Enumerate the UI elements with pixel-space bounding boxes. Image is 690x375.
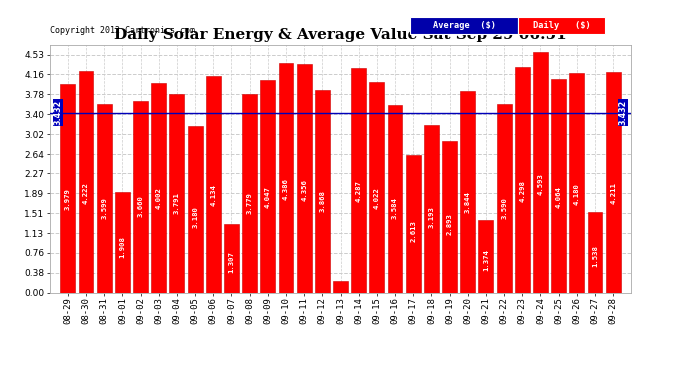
Text: 3.779: 3.779: [246, 192, 253, 214]
Bar: [588, 212, 602, 292]
Text: 1.908: 1.908: [119, 237, 126, 258]
Bar: [424, 125, 439, 292]
Text: Average  ($): Average ($): [433, 21, 496, 30]
Text: 4.287: 4.287: [355, 180, 362, 202]
Text: 4.064: 4.064: [555, 186, 562, 207]
Bar: [478, 220, 493, 292]
Bar: [406, 156, 421, 292]
Bar: [133, 100, 148, 292]
Text: 3.432: 3.432: [619, 100, 628, 125]
Bar: [151, 82, 166, 292]
Text: 3.584: 3.584: [392, 197, 398, 219]
Bar: [351, 68, 366, 292]
Text: 4.180: 4.180: [574, 183, 580, 205]
Bar: [61, 84, 75, 292]
Bar: [315, 90, 330, 292]
Text: 3.844: 3.844: [465, 191, 471, 213]
Bar: [97, 104, 112, 292]
Text: 3.791: 3.791: [174, 192, 180, 214]
Bar: [79, 71, 93, 292]
Bar: [170, 94, 184, 292]
Text: 3.660: 3.660: [137, 195, 144, 217]
Bar: [369, 82, 384, 292]
Bar: [242, 94, 257, 292]
Text: 3.868: 3.868: [319, 190, 326, 212]
Text: 4.593: 4.593: [538, 173, 544, 195]
Text: 4.022: 4.022: [374, 187, 380, 209]
Text: 4.298: 4.298: [520, 180, 525, 202]
Bar: [206, 76, 221, 292]
Bar: [497, 104, 511, 292]
Text: 3.180: 3.180: [192, 207, 198, 228]
Title: Daily Solar Energy & Average Value Sat Sep 29 06:51: Daily Solar Energy & Average Value Sat S…: [114, 28, 567, 42]
Bar: [515, 67, 530, 292]
Text: 4.002: 4.002: [156, 187, 161, 209]
Text: Daily   ($): Daily ($): [533, 21, 591, 30]
Bar: [442, 141, 457, 292]
Text: 3.590: 3.590: [501, 197, 507, 219]
Bar: [188, 126, 203, 292]
Text: 3.193: 3.193: [428, 206, 435, 228]
Bar: [606, 72, 620, 292]
Bar: [551, 80, 566, 292]
Text: 4.047: 4.047: [265, 186, 270, 208]
Text: 4.356: 4.356: [301, 179, 307, 201]
Bar: [260, 80, 275, 292]
Text: 2.893: 2.893: [446, 213, 453, 235]
Text: 1.374: 1.374: [483, 249, 489, 271]
Bar: [115, 192, 130, 292]
Text: 1.538: 1.538: [592, 245, 598, 267]
Bar: [533, 52, 548, 292]
Text: 1.307: 1.307: [228, 251, 235, 273]
FancyBboxPatch shape: [411, 16, 518, 34]
Text: Copyright 2012 Cartronics.com: Copyright 2012 Cartronics.com: [50, 26, 195, 35]
Bar: [279, 63, 293, 292]
Bar: [333, 280, 348, 292]
Text: 4.386: 4.386: [283, 178, 289, 200]
Bar: [569, 74, 584, 292]
Bar: [224, 224, 239, 292]
Text: 3.432: 3.432: [53, 100, 62, 125]
Text: 2.613: 2.613: [411, 220, 416, 242]
Bar: [388, 105, 402, 292]
Bar: [460, 91, 475, 292]
Bar: [297, 64, 312, 292]
Text: 3.979: 3.979: [65, 188, 71, 210]
Text: 4.211: 4.211: [610, 182, 616, 204]
FancyBboxPatch shape: [518, 16, 605, 34]
Text: 3.599: 3.599: [101, 196, 107, 219]
Text: 4.134: 4.134: [210, 184, 216, 206]
Text: 4.222: 4.222: [83, 182, 89, 204]
